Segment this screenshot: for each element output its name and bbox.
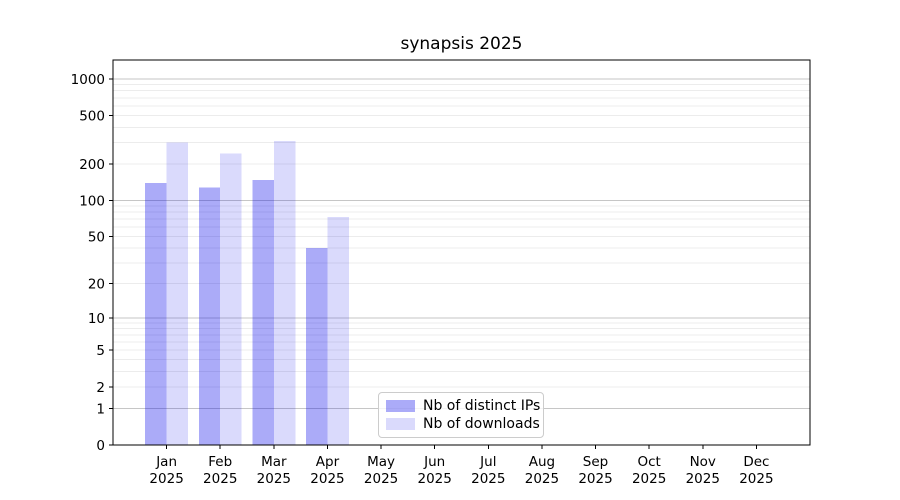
legend-item: Nb of distinct IPs	[386, 399, 540, 413]
y-tick-label: 10	[88, 311, 105, 327]
x-tick-label-year: 2025	[257, 471, 291, 487]
x-tick-label-month: Aug	[529, 454, 555, 470]
x-tick-label-month: Jun	[423, 454, 445, 470]
x-tick-label-month: Sep	[583, 454, 608, 470]
bar-downloads-jan	[166, 142, 189, 446]
legend-swatch-distinct-ips	[386, 400, 415, 412]
x-tick-label-year: 2025	[149, 471, 183, 487]
y-tick-label: 50	[88, 230, 105, 246]
bar-distinct-ips-mar	[252, 180, 274, 445]
x-tick-label-month: Jan	[155, 454, 177, 470]
y-tick-label: 100	[79, 193, 105, 209]
y-tick-label: 20	[88, 277, 105, 293]
x-tick-label-year: 2025	[525, 471, 559, 487]
x-tick-label-year: 2025	[203, 471, 237, 487]
y-tick-label: 500	[79, 109, 105, 125]
y-tick-label: 2	[96, 380, 105, 396]
bar-distinct-ips-feb	[198, 187, 221, 445]
x-tick-label-month: Nov	[690, 454, 716, 470]
bar-downloads-feb	[220, 153, 242, 445]
x-tick-label-year: 2025	[632, 471, 666, 487]
x-tick-label-year: 2025	[471, 471, 505, 487]
x-tick-label-year: 2025	[418, 471, 452, 487]
y-tick-label: 200	[79, 157, 105, 173]
legend-label: Nb of distinct IPs	[423, 398, 541, 414]
x-tick-label-year: 2025	[310, 471, 344, 487]
x-tick-label-month: Jul	[479, 454, 496, 470]
legend-label: Nb of downloads	[423, 416, 540, 432]
x-tick-label-month: Oct	[637, 454, 660, 470]
y-tick-label: 0	[96, 438, 105, 454]
y-tick-label: 1000	[71, 72, 105, 88]
legend-swatch-downloads	[386, 418, 415, 430]
chart-title: synapsis 2025	[400, 34, 523, 54]
bar-distinct-ips-apr	[306, 248, 328, 445]
x-tick-label-month: Dec	[743, 454, 769, 470]
x-tick-label-month: May	[367, 454, 395, 470]
x-tick-label-year: 2025	[578, 471, 612, 487]
plot-border	[112, 59, 811, 446]
x-tick-label-month: Apr	[316, 454, 340, 470]
bar-downloads-apr	[327, 216, 349, 445]
x-tick-label-year: 2025	[686, 471, 720, 487]
bar-distinct-ips-jan	[145, 182, 167, 446]
x-tick-label-month: Mar	[261, 454, 287, 470]
x-tick-label-month: Feb	[208, 454, 232, 470]
y-tick-label: 1	[96, 401, 105, 417]
x-tick-label-year: 2025	[364, 471, 398, 487]
x-tick-label-year: 2025	[739, 471, 773, 487]
legend-box: Nb of distinct IPs Nb of downloads	[378, 392, 544, 438]
legend-item: Nb of downloads	[386, 417, 540, 431]
bar-downloads-mar	[273, 140, 296, 445]
y-tick-label: 5	[96, 343, 105, 359]
